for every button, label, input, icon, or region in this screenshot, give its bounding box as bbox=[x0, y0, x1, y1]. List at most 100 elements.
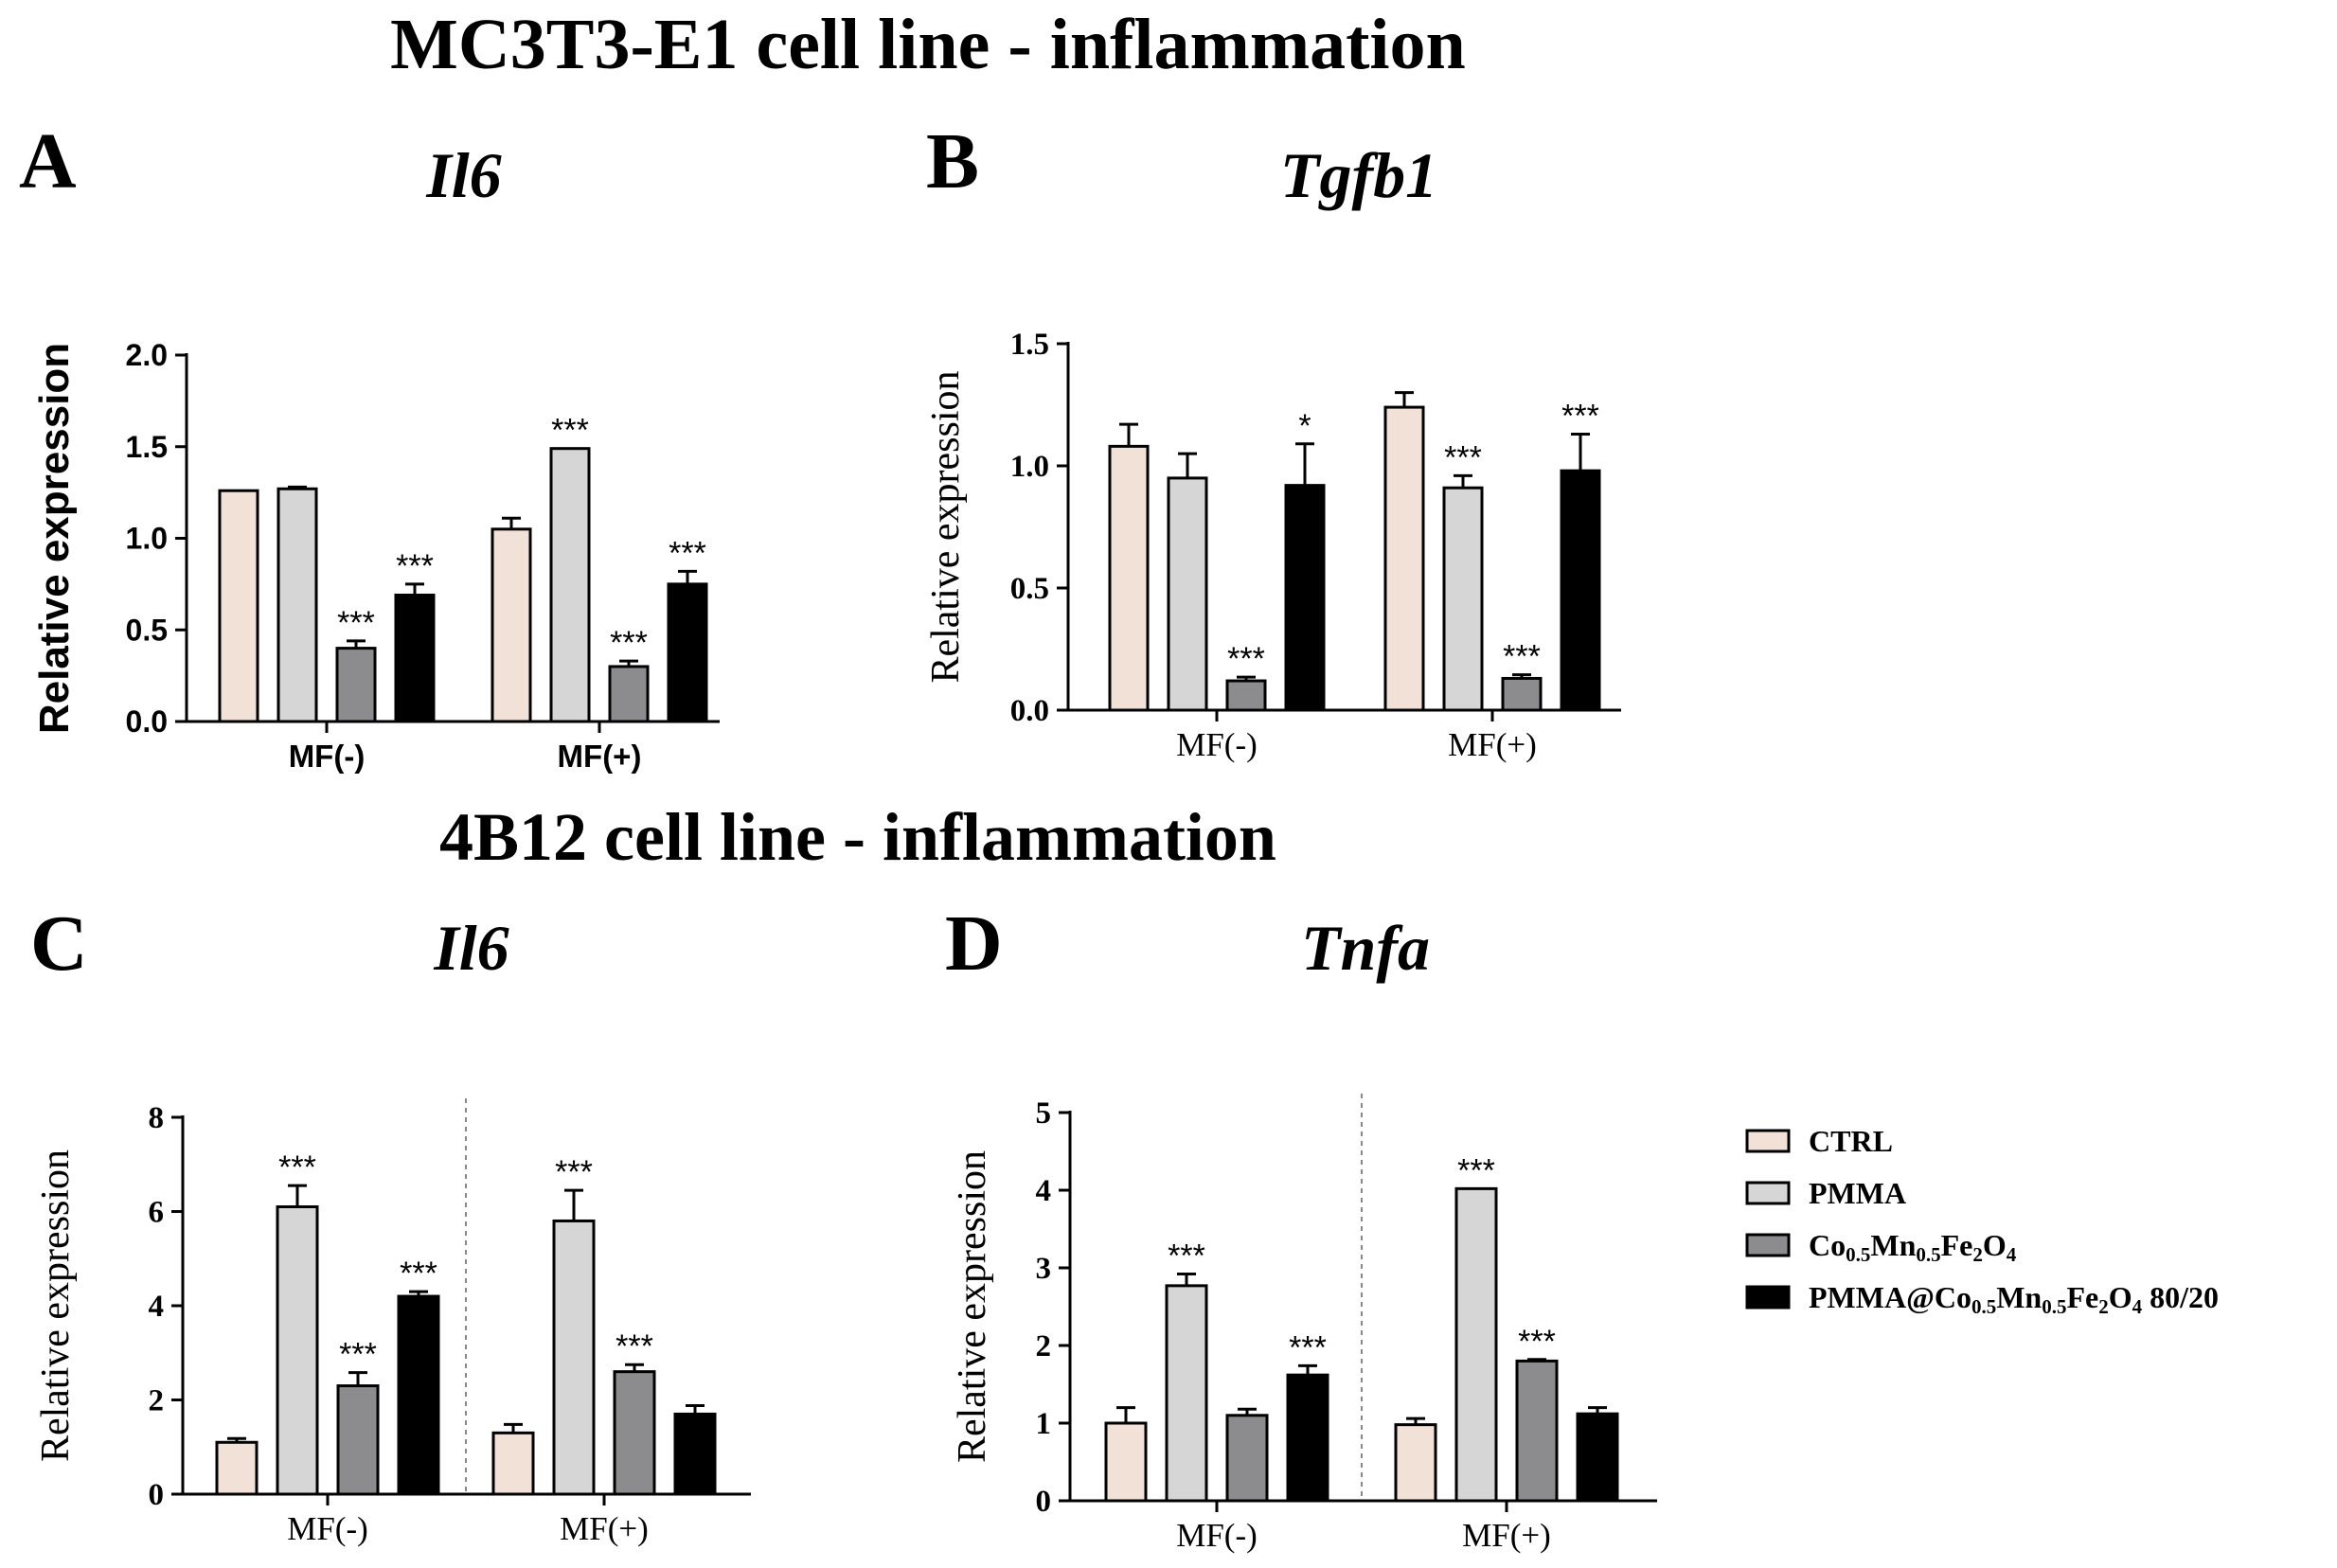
significance-mark: *** bbox=[1503, 639, 1541, 675]
bar bbox=[491, 1431, 535, 1496]
x-tick-label: MF(-) bbox=[287, 1510, 368, 1547]
x-tick-label: MF(+) bbox=[558, 739, 642, 774]
legend-label: PMMA bbox=[1809, 1176, 1906, 1210]
y-tick-label: 0.0 bbox=[126, 704, 168, 739]
panel-c: C Il6 Relative expression 0 2 4 6 8 MF(-) MF(+) **… bbox=[30, 900, 751, 1547]
panel-title: Tnfa bbox=[1301, 912, 1430, 984]
significance-mark: *** bbox=[551, 413, 589, 449]
legend-subscript: 4 bbox=[2007, 1243, 2017, 1266]
y-tick-label: 6 bbox=[149, 1196, 165, 1230]
legend-text: Co bbox=[1809, 1228, 1846, 1262]
legend: CTRLPMMACo0.5Mn0.5Fe2O4PMMA@Co0.5Mn0.5Fe… bbox=[1745, 1124, 2219, 1318]
bar bbox=[673, 1412, 717, 1496]
significance-mark: *** bbox=[1518, 1324, 1556, 1360]
y-tick-label: 1.5 bbox=[126, 430, 168, 464]
y-tick-label: 1.0 bbox=[126, 522, 168, 556]
legend-item: PMMA@Co0.5Mn0.5Fe2O4 80/20 bbox=[1745, 1280, 2219, 1318]
legend-swatch bbox=[1745, 1129, 1791, 1153]
legend-text: Fe bbox=[2066, 1280, 2098, 1314]
heading-4b12: 4B12 cell line - inflammation bbox=[439, 799, 1276, 875]
y-tick-label: 0 bbox=[149, 1478, 165, 1512]
bar bbox=[1165, 1284, 1208, 1503]
y-axis-label: Relative expression bbox=[34, 1149, 78, 1462]
significance-mark: *** bbox=[400, 1256, 437, 1292]
legend-item: CTRL bbox=[1745, 1124, 1893, 1158]
x-tick-label: MF(+) bbox=[1448, 726, 1537, 763]
y-tick-label: 2 bbox=[149, 1384, 165, 1418]
bar bbox=[1454, 1186, 1498, 1503]
significance-mark: *** bbox=[1289, 1329, 1327, 1365]
bar bbox=[552, 1219, 596, 1496]
panel-d: D Tnfa Relative expression 0 1 2 3 4 5 MF(-) MF(+)… bbox=[945, 900, 1657, 1554]
x-tick-label: MF(-) bbox=[289, 739, 366, 774]
legend-item: Co0.5Mn0.5Fe2O4 bbox=[1745, 1228, 2017, 1266]
y-tick-label: 0.0 bbox=[1010, 694, 1049, 728]
panel-title: Tgfb1 bbox=[1280, 139, 1437, 211]
y-axis-label: Relative expression bbox=[31, 343, 78, 734]
x-tick-label: MF(-) bbox=[1176, 726, 1258, 763]
bar bbox=[1284, 484, 1326, 712]
legend-subscript: 0.5 bbox=[1846, 1243, 1870, 1266]
bar bbox=[1560, 469, 1601, 712]
significance-mark: *** bbox=[337, 605, 375, 641]
bar bbox=[1225, 1414, 1269, 1503]
legend-text: 80/20 bbox=[2142, 1280, 2219, 1314]
legend-swatch bbox=[1745, 1233, 1791, 1257]
bar bbox=[335, 647, 377, 723]
legend-label: CTRL bbox=[1809, 1124, 1893, 1158]
bar bbox=[1442, 486, 1484, 712]
y-axis-label: Relative expression bbox=[924, 370, 968, 683]
significance-mark: *** bbox=[396, 548, 434, 584]
bar bbox=[215, 1440, 259, 1496]
y-tick-label: 0 bbox=[1036, 1485, 1052, 1519]
bar bbox=[613, 1370, 656, 1496]
y-tick-label: 0.5 bbox=[126, 613, 168, 647]
y-tick-label: 1.0 bbox=[1010, 450, 1049, 484]
legend-text: CTRL bbox=[1809, 1124, 1893, 1158]
y-tick-label: 3 bbox=[1036, 1252, 1052, 1286]
bar bbox=[491, 527, 532, 723]
significance-mark: *** bbox=[1561, 398, 1599, 434]
y-tick-label: 4 bbox=[1036, 1174, 1052, 1208]
bar bbox=[1576, 1412, 1619, 1503]
significance-mark: *** bbox=[1457, 1152, 1495, 1188]
legend-label: Co0.5Mn0.5Fe2O4 bbox=[1809, 1228, 2017, 1266]
bar bbox=[1286, 1373, 1329, 1503]
bar bbox=[276, 1205, 319, 1496]
bar bbox=[397, 1294, 440, 1496]
significance-mark: *** bbox=[669, 535, 706, 571]
significance-mark: * bbox=[1298, 408, 1311, 444]
legend-subscript: 0.5 bbox=[2042, 1295, 2066, 1318]
significance-mark: *** bbox=[1444, 439, 1482, 475]
significance-mark: *** bbox=[1168, 1238, 1205, 1274]
significance-mark: *** bbox=[610, 625, 648, 661]
legend-text: O bbox=[2109, 1280, 2132, 1314]
legend-text: O bbox=[1983, 1228, 2007, 1262]
bar bbox=[1394, 1423, 1437, 1503]
y-tick-label: 2 bbox=[1036, 1329, 1052, 1363]
legend-subscript: 0.5 bbox=[1916, 1243, 1940, 1266]
legend-subscript: 2 bbox=[2098, 1295, 2109, 1318]
panel-title: Il6 bbox=[425, 139, 501, 211]
x-tick-label: MF(-) bbox=[1176, 1517, 1258, 1554]
legend-text: PMMA bbox=[1809, 1176, 1906, 1210]
significance-mark: *** bbox=[555, 1154, 593, 1190]
bar bbox=[1104, 1421, 1148, 1503]
bar bbox=[1383, 405, 1425, 712]
legend-text: PMMA@Co bbox=[1809, 1280, 1971, 1314]
x-tick-label: MF(+) bbox=[1462, 1517, 1551, 1554]
legend-item: PMMA bbox=[1745, 1176, 1906, 1210]
y-tick-label: 8 bbox=[149, 1101, 165, 1135]
y-tick-label: 5 bbox=[1036, 1096, 1052, 1131]
significance-mark: *** bbox=[339, 1337, 377, 1373]
bar bbox=[549, 447, 591, 723]
panel-a: A Il6 Relative expression 0.0 0.5 1.0 1.5 2.0 MF… bbox=[19, 117, 720, 774]
y-tick-label: 4 bbox=[149, 1290, 165, 1324]
bar bbox=[667, 582, 708, 723]
significance-mark: *** bbox=[615, 1328, 653, 1364]
y-axis-label: Relative expression bbox=[951, 1150, 994, 1463]
panel-letter: D bbox=[945, 900, 1003, 988]
heading-mc3t3: MC3T3-E1 cell line - inflammation bbox=[390, 5, 1466, 84]
panel-title: Il6 bbox=[433, 912, 508, 984]
